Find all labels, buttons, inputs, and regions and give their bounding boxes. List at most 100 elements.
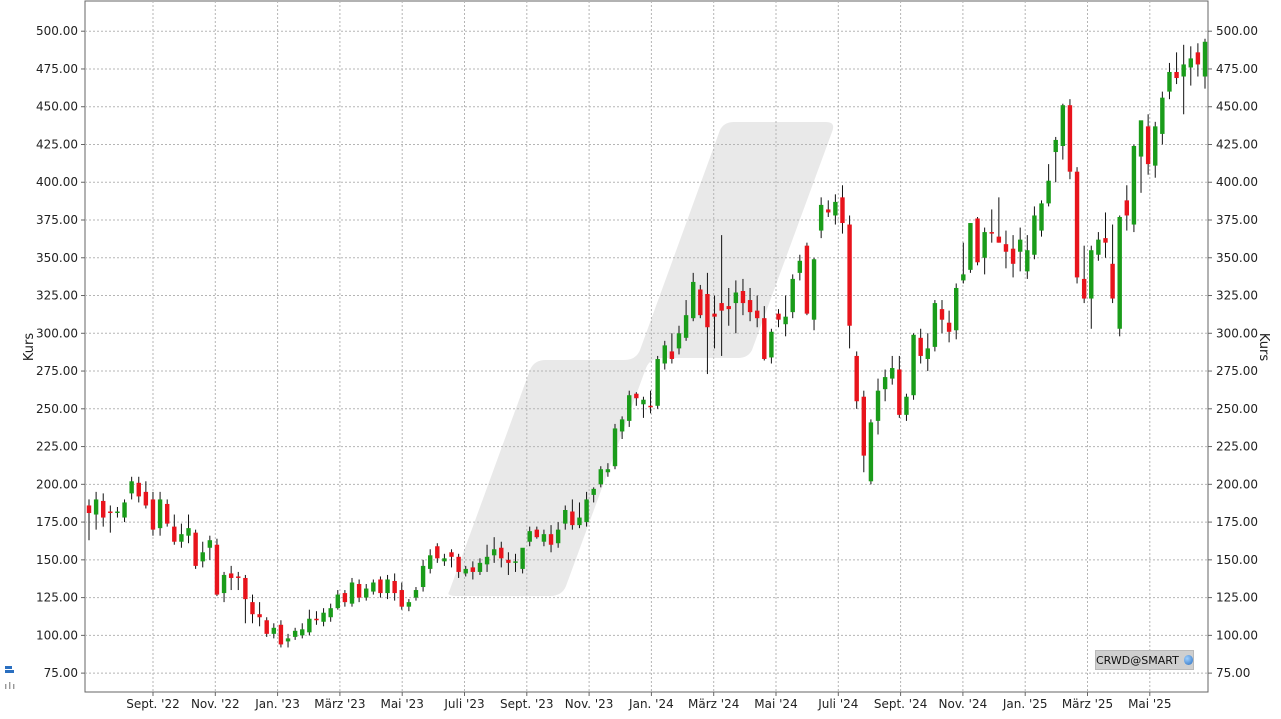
y-axis-title-left: Kurs [22, 333, 37, 361]
candle [442, 553, 447, 566]
candle [406, 599, 412, 612]
candle-body-up [406, 602, 412, 607]
candle [762, 306, 767, 361]
candle-body-up [1160, 97, 1165, 134]
candle-body-up [484, 556, 490, 565]
candle [662, 340, 667, 370]
candle [157, 491, 163, 536]
candle-body-down [86, 505, 92, 514]
candle-body-down [534, 529, 540, 538]
candle-body-up [292, 630, 298, 637]
candle-body-up [1017, 239, 1023, 252]
y-tick-label-left: 400.00 [36, 175, 78, 189]
candle [449, 549, 454, 568]
candle-body-up [271, 627, 277, 634]
y-tick-label-left: 250.00 [36, 402, 78, 416]
x-tick-label: Jan. '23 [254, 697, 300, 711]
candle-body-down [314, 618, 319, 621]
candle [1153, 121, 1158, 178]
candle [982, 227, 987, 275]
candle-body-down [101, 500, 106, 518]
candle [520, 547, 525, 574]
y-tick-label-left: 100.00 [36, 628, 78, 642]
candle [186, 514, 191, 544]
candle [925, 333, 930, 372]
candle [961, 242, 966, 284]
candle [314, 611, 319, 625]
candle-body-up [541, 534, 547, 542]
candle-body-up [93, 499, 99, 515]
candle [257, 602, 262, 627]
candle-body-up [1117, 216, 1122, 329]
x-tick-label: März '24 [688, 697, 739, 711]
candle-body-up [513, 561, 518, 563]
candle [172, 514, 177, 545]
candle-body-up [321, 612, 326, 622]
candle-body-down [228, 573, 234, 578]
candle-body-up [612, 428, 618, 467]
x-tick-label: Mai '23 [380, 697, 423, 711]
candle-body-down [392, 580, 397, 594]
candle-body-up [157, 499, 163, 529]
candle-body-down [143, 491, 149, 506]
candle [285, 633, 291, 648]
candle [328, 603, 333, 622]
candle-body-up [954, 287, 959, 331]
candle-body-up [1039, 203, 1044, 231]
candle-body-down [1110, 263, 1115, 299]
candle [1096, 232, 1101, 261]
candle [1003, 230, 1009, 269]
x-tick-label: Mai '25 [1128, 697, 1171, 711]
candle [1081, 245, 1087, 304]
candle [1160, 91, 1165, 145]
y-tick-label-right: 175.00 [1216, 515, 1258, 529]
candle-body-up [833, 201, 838, 216]
candle-body-up [385, 579, 390, 594]
candle-body-down [840, 197, 845, 224]
y-tick-label-left: 425.00 [36, 137, 78, 151]
candle-body-up [769, 331, 774, 358]
candle [506, 552, 511, 575]
candle [577, 502, 582, 529]
candle [1195, 43, 1201, 77]
candle [271, 623, 277, 639]
candle-body-up [413, 590, 419, 598]
candle [385, 574, 390, 600]
candle [975, 216, 980, 266]
candle [897, 355, 902, 418]
candle-body-up [868, 422, 874, 482]
candle-body-up [882, 377, 888, 390]
candle-body-down [278, 624, 284, 645]
candle-body-up [591, 488, 596, 495]
symbol-label: CRWD@SMART [1096, 653, 1179, 667]
chart-settings-icon[interactable] [4, 664, 18, 690]
y-tick-label-right: 250.00 [1216, 402, 1258, 416]
candle [221, 571, 227, 603]
candle [989, 209, 994, 243]
candle-body-down [1003, 244, 1009, 252]
candle-body-down [164, 503, 170, 524]
candle [1174, 52, 1179, 85]
candle [1117, 215, 1122, 337]
candle [1202, 38, 1208, 89]
candle [570, 499, 575, 530]
candle [456, 553, 461, 578]
candle-body-up [1188, 58, 1193, 68]
candle [1017, 227, 1023, 272]
candle-body-up [300, 629, 305, 636]
candle [555, 522, 561, 548]
y-tick-label-left: 325.00 [36, 289, 78, 303]
candle [840, 185, 845, 234]
candle [904, 393, 909, 421]
candle [1032, 206, 1037, 260]
candle [648, 390, 653, 414]
candle-body-up [122, 502, 127, 518]
candle-body-up [1131, 145, 1137, 225]
candle [470, 561, 476, 580]
candle-body-down [257, 614, 262, 618]
candle-body-up [627, 395, 632, 421]
y-tick-label-right: 500.00 [1216, 24, 1258, 38]
candle-body-down [1067, 105, 1073, 172]
symbol-badge[interactable]: CRWD@SMART [1095, 650, 1194, 670]
candle [911, 333, 916, 400]
